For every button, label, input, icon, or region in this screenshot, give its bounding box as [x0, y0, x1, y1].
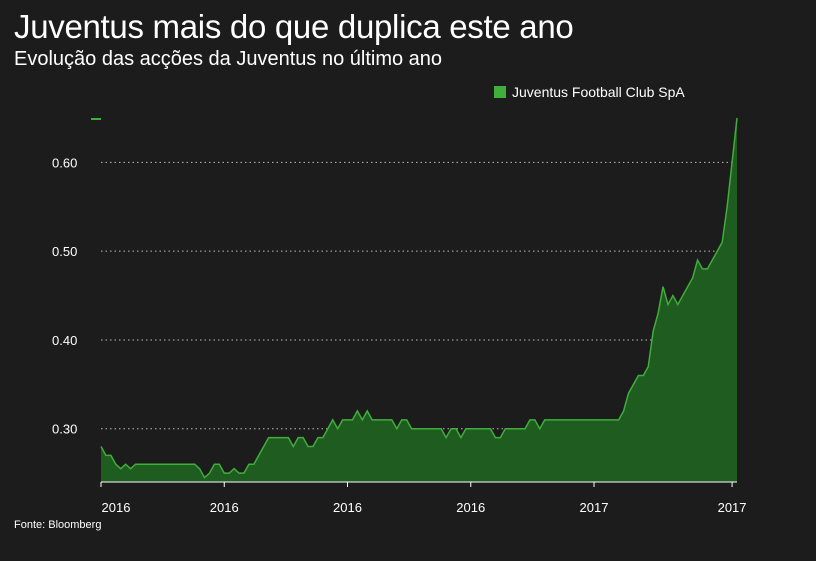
series-line: [100, 117, 738, 479]
x-tick-label: 2017: [580, 500, 609, 515]
legend-label: Juventus Football Club SpA: [512, 84, 685, 100]
source-note: Fonte: Bloomberg: [14, 519, 102, 531]
y-tick-label: 0.40: [52, 333, 77, 348]
series-area: [101, 118, 737, 482]
x-tick-label: 2016: [333, 500, 362, 515]
legend-swatch: [494, 86, 506, 98]
chart-title: Juventus mais do que duplica este ano: [14, 8, 574, 45]
x-tick-label: 2016: [456, 500, 485, 515]
x-tick-label: 2016: [102, 500, 131, 515]
y-tick-label: 0.60: [52, 155, 77, 170]
chart-subtitle: Evolução das acções da Juventus no últim…: [14, 48, 443, 70]
y-tick-label: 0.50: [52, 244, 77, 259]
legend: Juventus Football Club SpA: [494, 84, 685, 100]
x-tick-label: 2016: [210, 500, 239, 515]
y-tick-label: 0.30: [52, 422, 77, 437]
x-tick-label: 2017: [718, 500, 747, 515]
